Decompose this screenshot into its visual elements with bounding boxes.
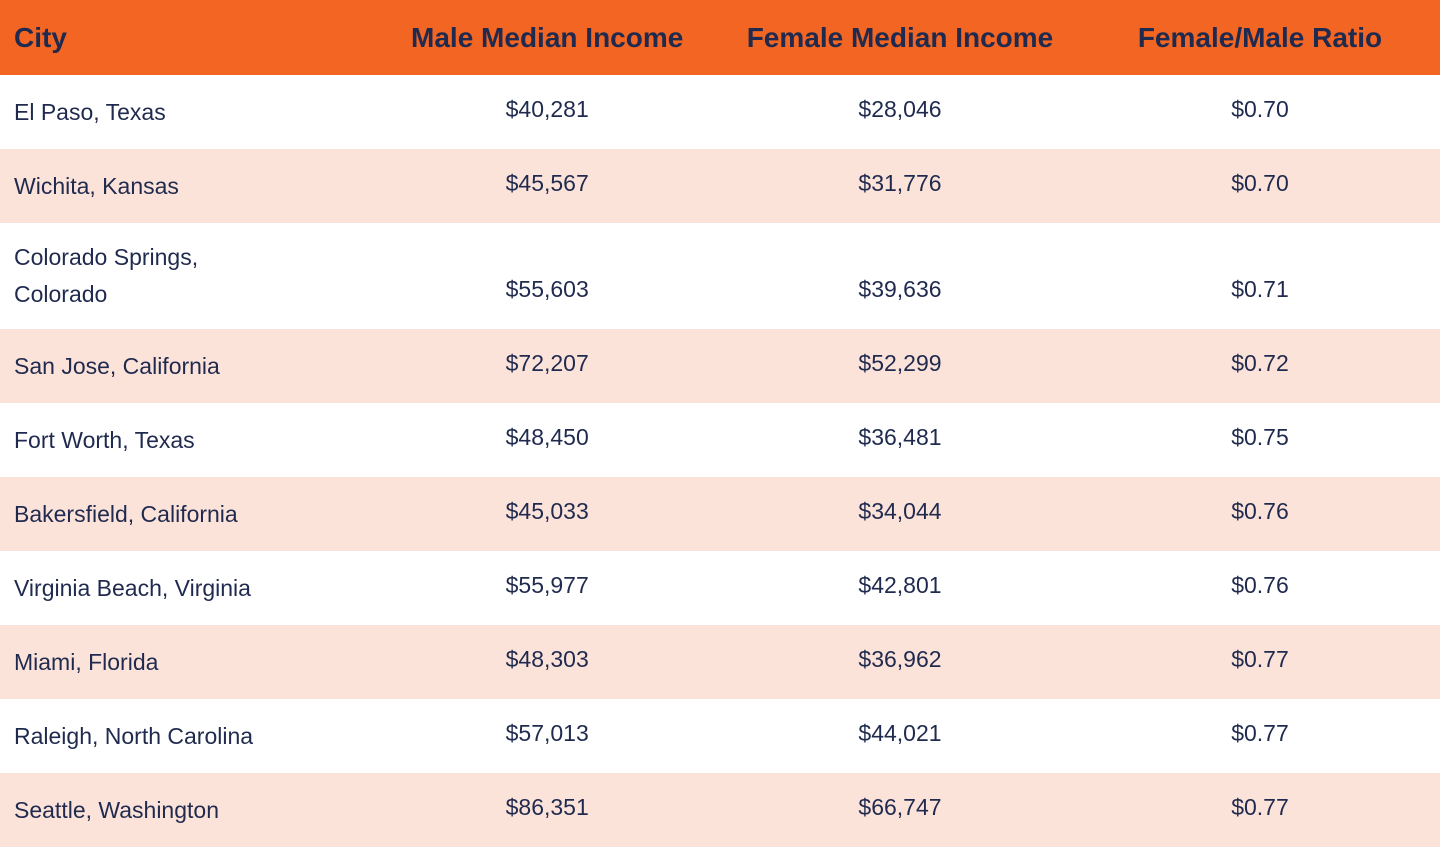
male-income-cell: $72,207 <box>505 350 589 376</box>
female-income-cell: $66,747 <box>858 794 942 820</box>
header-row: City Male Median Income Female Median In… <box>0 0 1440 75</box>
female-income-cell: $42,801 <box>858 572 942 598</box>
male-income-cell: $86,351 <box>505 794 589 820</box>
column-header-female-male-ratio: Female/Male Ratio <box>1079 0 1440 75</box>
city-cell: Raleigh, North Carolina <box>14 722 254 749</box>
column-header-female-median-income: Female Median Income <box>719 0 1080 75</box>
ratio-cell: $0.76 <box>1231 498 1289 524</box>
ratio-cell: $0.72 <box>1231 350 1289 376</box>
table-row: Colorado Springs, Colorado $55,603 $39,636… <box>0 223 1440 329</box>
city-cell: Virginia Beach, Virginia <box>14 574 251 601</box>
ratio-cell: $0.76 <box>1231 572 1289 598</box>
city-cell: Bakersfield, California <box>14 500 238 527</box>
ratio-cell: $0.77 <box>1231 794 1289 820</box>
column-header-city: City <box>0 0 375 75</box>
female-income-cell: $28,046 <box>858 96 942 122</box>
city-cell: Miami, Florida <box>14 648 159 675</box>
city-cell: Wichita, Kansas <box>14 172 179 199</box>
table-row: Bakersfield, California $45,033 $34,044 $0.… <box>0 477 1440 551</box>
table-row: Seattle, Washington $86,351 $66,747 $0.77 <box>0 773 1440 847</box>
female-income-cell: $39,636 <box>858 276 942 302</box>
female-income-cell: $36,962 <box>858 646 942 672</box>
male-income-cell: $48,303 <box>505 646 589 672</box>
table-row: Fort Worth, Texas $48,450 $36,481 $0.75 <box>0 403 1440 477</box>
female-income-cell: $34,044 <box>858 498 942 524</box>
ratio-cell: $0.70 <box>1231 96 1289 122</box>
male-income-cell: $55,603 <box>505 276 589 302</box>
ratio-cell: $0.77 <box>1231 646 1289 672</box>
table-row: Raleigh, North Carolina $57,013 $44,021 $0.… <box>0 699 1440 773</box>
ratio-cell: $0.70 <box>1231 170 1289 196</box>
city-cell: Fort Worth, Texas <box>14 426 195 453</box>
city-cell: Seattle, Washington <box>14 796 219 823</box>
female-income-cell: $44,021 <box>858 720 942 746</box>
ratio-cell: $0.71 <box>1231 276 1289 302</box>
female-income-cell: $52,299 <box>858 350 942 376</box>
female-income-cell: $36,481 <box>858 424 942 450</box>
male-income-cell: $57,013 <box>505 720 589 746</box>
table-row: San Jose, California $72,207 $52,299 $0.72 <box>0 329 1440 403</box>
table-row: El Paso, Texas $40,281 $28,046 $0.70 <box>0 75 1440 149</box>
ratio-cell: $0.75 <box>1231 424 1289 450</box>
ratio-cell: $0.77 <box>1231 720 1289 746</box>
male-income-cell: $48,450 <box>505 424 589 450</box>
male-income-cell: $40,281 <box>505 96 589 122</box>
male-income-cell: $55,977 <box>505 572 589 598</box>
male-income-cell: $45,567 <box>505 170 589 196</box>
table-row: Virginia Beach, Virginia $55,977 $42,801 $0… <box>0 551 1440 625</box>
city-cell: Colorado Springs, Colorado <box>14 244 199 307</box>
table-body: El Paso, Texas $40,281 $28,046 $0.70 Wichita… <box>0 75 1440 847</box>
female-income-cell: $31,776 <box>858 170 942 196</box>
column-header-male-median-income: Male Median Income <box>374 0 720 75</box>
table-row: Miami, Florida $48,303 $36,962 $0.77 <box>0 625 1440 699</box>
table-row: Wichita, Kansas $45,567 $31,776 $0.70 <box>0 149 1440 223</box>
city-cell: San Jose, California <box>14 352 220 379</box>
city-cell: El Paso, Texas <box>14 98 166 125</box>
male-income-cell: $45,033 <box>505 498 589 524</box>
